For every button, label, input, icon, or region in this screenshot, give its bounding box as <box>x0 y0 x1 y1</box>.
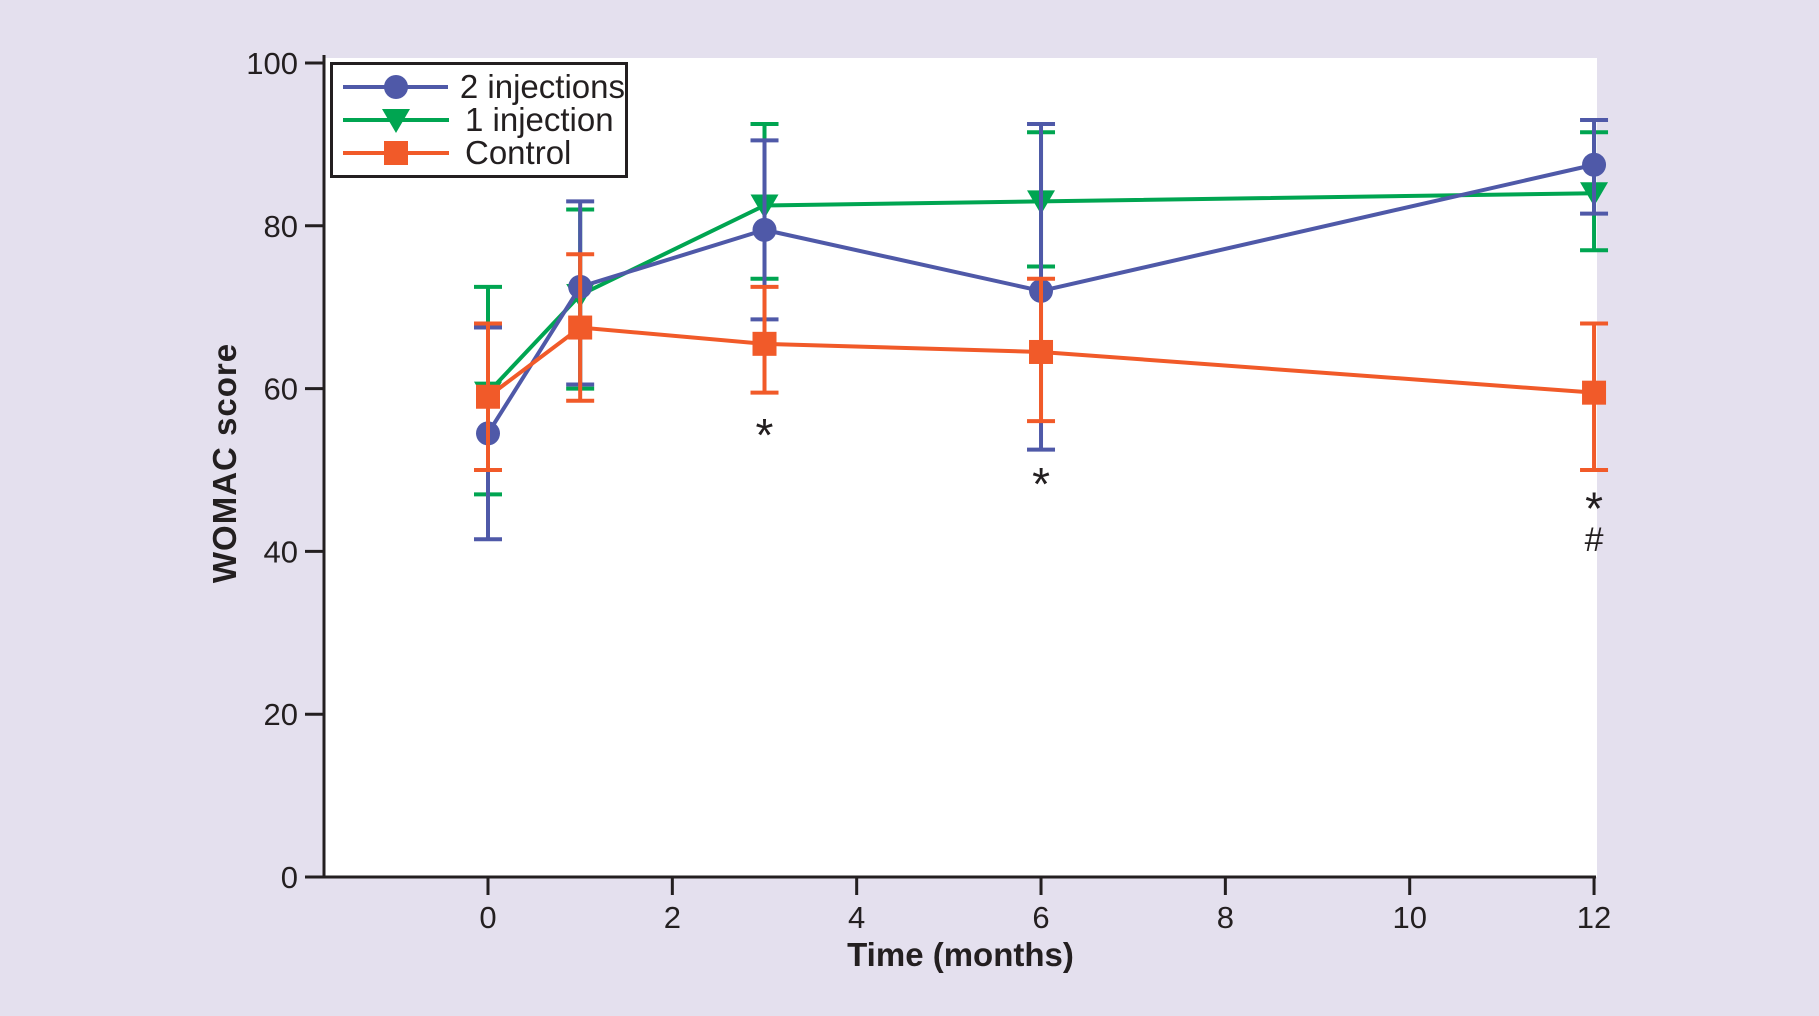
x-tick-label: 12 <box>1577 900 1611 935</box>
y-axis-title: WOMAC score <box>206 342 243 584</box>
legend-sample-circle-icon <box>343 74 448 99</box>
data-point-marker <box>476 384 500 409</box>
y-tick-label: 60 <box>264 372 298 407</box>
y-tick-label: 80 <box>264 209 298 244</box>
significance-marker: * <box>1585 482 1603 534</box>
annotations: ** *# <box>756 409 1604 559</box>
data-point-marker <box>1582 380 1607 405</box>
data-point-marker <box>1582 152 1607 177</box>
legend-label: Control <box>465 134 572 171</box>
data-point-marker <box>568 315 593 340</box>
axes <box>305 55 1596 895</box>
data-point-marker <box>382 108 410 133</box>
series-control <box>474 252 1609 472</box>
legend-sample-square-icon <box>343 140 449 165</box>
legend-item: 2 injections <box>341 70 625 103</box>
significance-marker: # <box>1585 521 1604 559</box>
y-tick-label: 0 <box>281 860 298 895</box>
x-tick-label: 4 <box>848 900 865 935</box>
x-axis-title: Time (months) <box>847 936 1074 973</box>
legend-sample-triangle-down-icon <box>343 108 449 133</box>
legend-label: 1 injection <box>465 101 614 138</box>
data-point-marker <box>384 74 408 99</box>
data-point-marker <box>752 217 777 242</box>
significance-marker: * <box>756 409 774 461</box>
x-tick-label: 6 <box>1032 900 1049 935</box>
significance-marker: * <box>1032 458 1050 510</box>
y-tick-label: 100 <box>246 46 298 81</box>
data-point-marker <box>752 331 777 356</box>
y-tick-label: 20 <box>264 697 298 732</box>
legend-item: 1 injection <box>341 103 625 136</box>
x-tick-label: 10 <box>1392 900 1426 935</box>
plot-area <box>324 58 1597 877</box>
legend: 2 injections 1 injection Control <box>330 62 628 178</box>
tick-labels: 0 20 40 60 80 100 0 2 4 6 8 10 12 <box>246 46 1611 935</box>
y-tick-label: 40 <box>264 534 298 569</box>
legend-item: Control <box>341 136 625 169</box>
x-tick-label: 0 <box>479 900 496 935</box>
x-tick-label: 8 <box>1217 900 1234 935</box>
data-point-marker <box>384 140 408 165</box>
data-point-marker <box>1029 339 1054 364</box>
legend-label: 2 injections <box>459 68 625 105</box>
x-tick-label: 2 <box>664 900 681 935</box>
